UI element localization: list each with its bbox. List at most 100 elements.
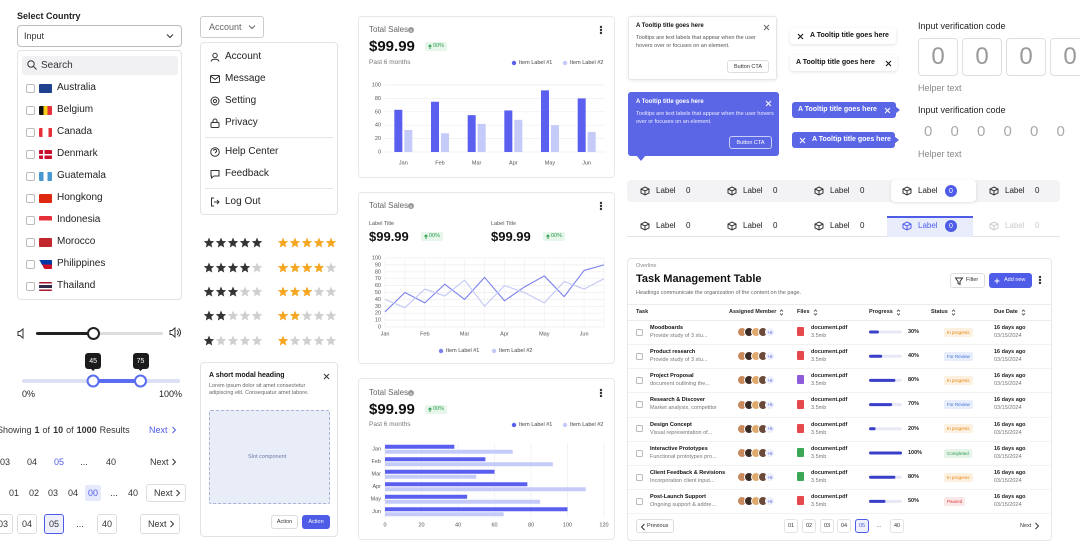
- page-button[interactable]: 40: [97, 514, 117, 534]
- column-header[interactable]: Files: [797, 308, 810, 315]
- tab-label[interactable]: Label: [743, 221, 763, 231]
- checkbox[interactable]: [636, 376, 643, 384]
- avatar-more[interactable]: +6: [765, 351, 775, 362]
- button-label[interactable]: Next: [1020, 522, 1032, 529]
- page-button[interactable]: 05: [855, 519, 869, 533]
- star[interactable]: [289, 335, 301, 346]
- star[interactable]: [301, 335, 313, 346]
- tab-label[interactable]: Label: [830, 186, 850, 196]
- star[interactable]: [227, 335, 239, 346]
- button-label[interactable]: Add new: [1004, 277, 1026, 284]
- avatar-more[interactable]: +6: [765, 448, 775, 458]
- button-label[interactable]: Previous: [647, 522, 669, 529]
- search-box[interactable]: [22, 56, 178, 75]
- select-box[interactable]: [17, 25, 182, 47]
- star[interactable]: [251, 262, 263, 273]
- star[interactable]: [289, 262, 301, 273]
- code-digit[interactable]: 0: [924, 123, 933, 140]
- cta-button[interactable]: Button CTA: [727, 60, 769, 73]
- star[interactable]: [289, 310, 301, 321]
- next-label[interactable]: Next: [149, 424, 168, 435]
- column-header[interactable]: Assigned Member: [729, 308, 777, 315]
- page-button[interactable]: 02: [26, 485, 42, 501]
- page-button[interactable]: ...: [70, 514, 90, 534]
- star[interactable]: [203, 262, 215, 273]
- menu-item[interactable]: Message: [225, 73, 266, 84]
- page-button[interactable]: 04: [837, 519, 851, 533]
- checkbox[interactable]: [636, 473, 643, 481]
- action-button[interactable]: Action: [302, 515, 330, 529]
- column-header[interactable]: Due Date: [994, 308, 1018, 315]
- page-button[interactable]: 40: [125, 485, 141, 501]
- star[interactable]: [301, 262, 313, 273]
- star[interactable]: [325, 310, 337, 321]
- column-header[interactable]: Task: [636, 308, 649, 315]
- checkbox[interactable]: [26, 127, 35, 137]
- checkbox[interactable]: [636, 401, 643, 409]
- page-button[interactable]: 04: [17, 514, 37, 534]
- menu-item[interactable]: Log Out: [225, 196, 261, 207]
- page-button[interactable]: 03: [820, 519, 834, 533]
- add-button[interactable]: [989, 273, 1032, 288]
- star[interactable]: [239, 237, 251, 248]
- menu-item[interactable]: Setting: [225, 95, 257, 106]
- menu-item[interactable]: Help Center: [225, 146, 279, 157]
- star[interactable]: [215, 335, 227, 346]
- page-button[interactable]: 03: [45, 485, 61, 501]
- star[interactable]: [313, 310, 325, 321]
- checkbox[interactable]: [26, 259, 35, 269]
- avatar-more[interactable]: +6: [765, 496, 775, 507]
- star[interactable]: [251, 237, 263, 248]
- checkbox[interactable]: [636, 352, 643, 360]
- checkbox[interactable]: [636, 425, 643, 433]
- star[interactable]: [239, 310, 251, 321]
- checkbox[interactable]: [636, 328, 643, 336]
- star[interactable]: [277, 237, 289, 248]
- avatar-more[interactable]: +6: [765, 423, 775, 434]
- tab-label[interactable]: Label: [830, 221, 850, 231]
- previous-button[interactable]: [636, 519, 674, 533]
- star[interactable]: [215, 237, 227, 248]
- code-digit[interactable]: 0: [977, 123, 986, 140]
- avatar-more[interactable]: +6: [765, 375, 775, 386]
- star[interactable]: [203, 310, 215, 321]
- menu-item[interactable]: Feedback: [225, 168, 269, 179]
- star[interactable]: [313, 335, 325, 346]
- page-button[interactable]: 04: [65, 485, 81, 501]
- page-button[interactable]: 05: [44, 514, 64, 534]
- star[interactable]: [313, 286, 325, 297]
- star[interactable]: [251, 286, 263, 297]
- star[interactable]: [203, 286, 215, 297]
- tab-label[interactable]: Label: [918, 221, 938, 231]
- menu-button[interactable]: [200, 16, 264, 38]
- star[interactable]: [277, 335, 289, 346]
- next-label[interactable]: Next: [150, 456, 169, 467]
- avatar-more[interactable]: +6: [765, 472, 775, 483]
- checkbox[interactable]: [26, 149, 35, 159]
- checkbox[interactable]: [26, 171, 35, 181]
- slider-knob[interactable]: [87, 327, 100, 340]
- star[interactable]: [215, 262, 227, 273]
- page-button[interactable]: 05: [51, 454, 67, 470]
- checkbox[interactable]: [26, 237, 35, 247]
- checkbox[interactable]: [636, 497, 643, 505]
- checkbox[interactable]: [636, 449, 643, 457]
- code-box[interactable]: 0: [1006, 38, 1046, 76]
- star[interactable]: [227, 237, 239, 248]
- next-button[interactable]: [146, 484, 186, 502]
- range-value[interactable]: 45: [85, 353, 102, 369]
- checkbox[interactable]: [26, 281, 35, 291]
- star[interactable]: [239, 262, 251, 273]
- star[interactable]: [301, 310, 313, 321]
- page-button[interactable]: 02: [802, 519, 816, 533]
- checkbox[interactable]: [26, 105, 35, 115]
- cta-button[interactable]: Button CTA: [729, 136, 772, 149]
- checkbox[interactable]: [26, 193, 35, 203]
- code-digit[interactable]: 0: [1030, 123, 1039, 140]
- checkbox[interactable]: [26, 215, 35, 225]
- star[interactable]: [325, 286, 337, 297]
- page-button[interactable]: 40: [890, 519, 904, 533]
- star[interactable]: [313, 262, 325, 273]
- star[interactable]: [301, 237, 313, 248]
- avatar-more[interactable]: +6: [765, 399, 775, 410]
